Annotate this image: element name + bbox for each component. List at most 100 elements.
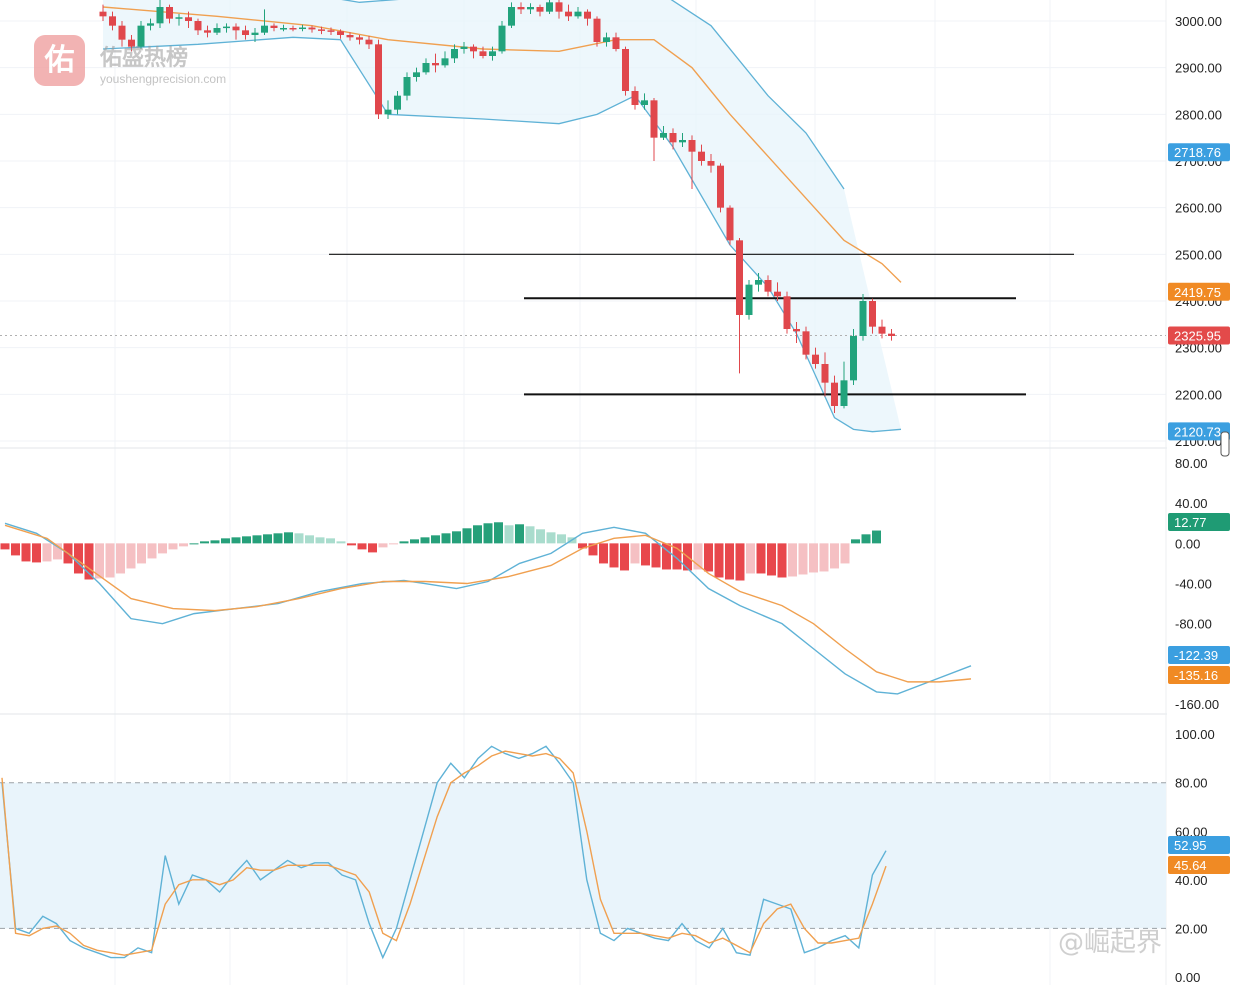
macd-histogram-bar <box>431 535 440 544</box>
value-badge-label: 2120.73 <box>1174 424 1221 439</box>
stochastic-d-line <box>1 750 887 956</box>
macd-histogram-bar <box>147 543 157 559</box>
macd-histogram-bar <box>21 543 31 562</box>
candle-body <box>821 364 829 383</box>
watermark-logo: 佑 <box>34 35 85 86</box>
macd-histogram-bar <box>819 543 829 572</box>
candle-body <box>850 336 857 381</box>
macd-histogram-bar <box>662 543 671 570</box>
bollinger-band-fill <box>103 0 901 432</box>
macd-histogram-bar <box>11 543 20 556</box>
macd-histogram-bar <box>326 538 335 544</box>
candle-body <box>318 29 325 31</box>
candle-body <box>679 140 686 143</box>
macd-histogram-bar <box>588 543 598 556</box>
macd-histogram-bar <box>315 537 325 544</box>
macd-tick-label: 80.00 <box>1175 456 1208 471</box>
macd-histogram-bar <box>137 543 146 564</box>
macd-histogram-bar <box>735 543 745 581</box>
candle-body <box>546 2 553 12</box>
candle-body <box>536 7 544 12</box>
value-badge <box>1168 646 1230 664</box>
macd-histogram-bar <box>158 543 167 554</box>
candle-body <box>441 58 449 66</box>
candle-body <box>308 27 316 30</box>
candle-body <box>774 291 781 297</box>
macd-panel <box>0 522 972 695</box>
candle-body <box>612 37 620 49</box>
candle-body <box>289 28 297 30</box>
candle-body <box>242 30 249 35</box>
candle-body <box>479 51 487 56</box>
candle-body <box>698 151 705 161</box>
macd-histogram-bar <box>389 543 398 545</box>
macd-histogram-bar <box>557 534 566 544</box>
macd-histogram-bar <box>704 543 713 572</box>
candle-body <box>764 280 772 292</box>
candle-body <box>802 331 810 355</box>
candle-body <box>869 301 876 327</box>
candle-body <box>109 16 116 26</box>
value-badge <box>1168 836 1230 854</box>
candle-body <box>99 11 107 17</box>
macd-histogram-bar <box>189 543 199 545</box>
bands-layer <box>103 0 901 432</box>
macd-histogram-bar <box>294 533 304 544</box>
value-badge-label: 2325.95 <box>1174 329 1221 344</box>
value-badge <box>1168 326 1230 345</box>
price-tick-label: 2800.00 <box>1175 107 1222 122</box>
macd-histogram-bar <box>473 525 482 544</box>
macd-histogram-bar <box>116 543 125 574</box>
watermark-author: @崛起界 <box>1058 928 1163 958</box>
macd-histogram-bar <box>0 543 10 550</box>
candle-body <box>688 140 696 152</box>
macd-line <box>4 522 972 695</box>
candle-body <box>660 133 667 138</box>
macd-histogram-bar <box>357 543 367 550</box>
candle-body <box>859 301 867 336</box>
candle-body <box>631 91 639 105</box>
candle-body <box>622 49 629 91</box>
candle-body <box>213 28 221 33</box>
macd-histogram-bar <box>609 543 619 568</box>
candle-body <box>460 46 468 49</box>
macd-histogram-bar <box>641 543 650 566</box>
value-badge <box>1168 422 1230 441</box>
candle-body <box>641 100 648 105</box>
candle-body <box>204 30 211 33</box>
macd-histogram-bar <box>242 536 251 544</box>
candle-body <box>337 31 344 35</box>
macd-histogram-bar <box>620 543 629 571</box>
candle-body <box>194 21 202 31</box>
candle-body <box>755 280 762 285</box>
candle-body <box>831 382 838 406</box>
axis-background <box>1167 0 1242 985</box>
macd-histogram-bar <box>714 543 724 578</box>
macd-histogram-bar <box>399 541 409 544</box>
price-tick-label: 3000.00 <box>1175 14 1222 29</box>
macd-histogram-bar <box>452 531 461 544</box>
candle-body <box>394 95 401 110</box>
macd-histogram-bar <box>809 543 818 573</box>
candle-body <box>574 11 582 17</box>
price-tick-label: 2500.00 <box>1175 247 1222 262</box>
macd-histogram-bar <box>515 524 524 544</box>
candle-body <box>280 28 287 30</box>
candle-body <box>669 133 677 143</box>
macd-histogram-bar <box>578 543 587 549</box>
watermark-title: 佑盛热榜 <box>100 46 189 71</box>
value-badge-label: 2419.75 <box>1174 285 1221 300</box>
macd-histogram-bar <box>777 543 787 578</box>
macd-histogram-bar <box>483 523 493 544</box>
value-badge <box>1168 856 1230 874</box>
candle-body <box>223 26 230 29</box>
candle-body <box>356 37 363 40</box>
value-badge-label: -122.39 <box>1174 648 1218 663</box>
macd-tick-label: 0.00 <box>1175 536 1200 551</box>
macd-histogram-bar <box>693 543 703 570</box>
price-panel <box>0 0 1166 433</box>
value-badge <box>1168 666 1230 684</box>
macd-histogram-bar <box>798 543 808 575</box>
candle-body <box>783 296 791 329</box>
macd-histogram-bar <box>851 539 860 544</box>
